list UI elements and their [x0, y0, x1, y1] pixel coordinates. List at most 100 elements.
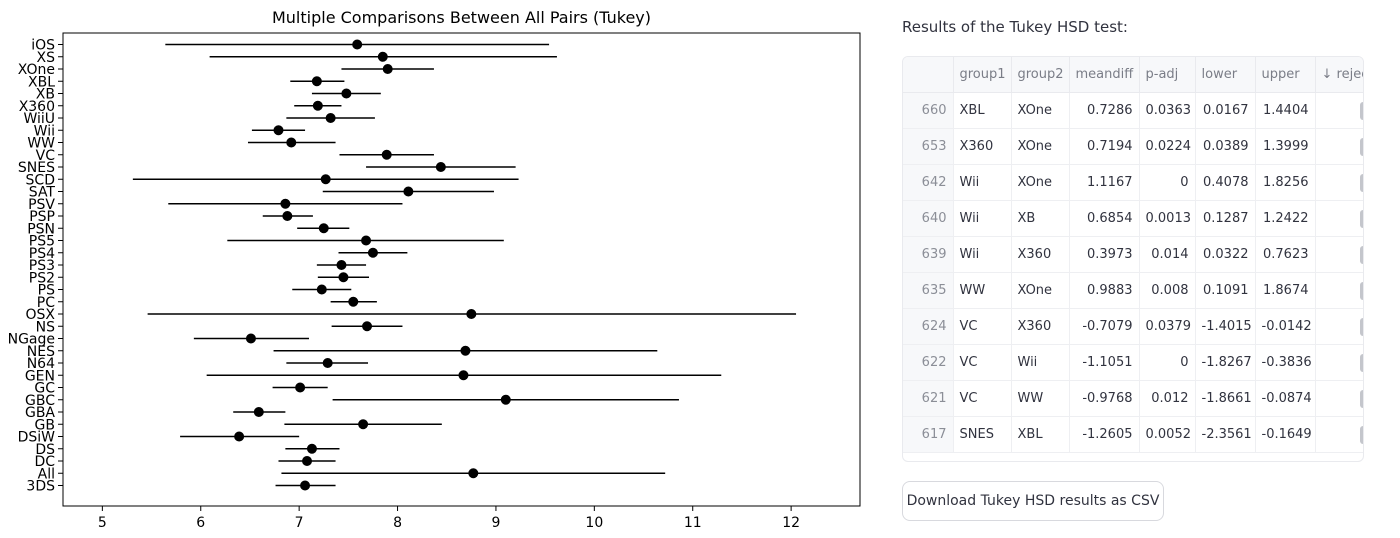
- reject-checkbox-icon[interactable]: ✓: [1360, 209, 1363, 228]
- cell-p-adj[interactable]: 0.014: [1139, 236, 1196, 273]
- cell-group2[interactable]: XOne: [1011, 128, 1070, 165]
- reject-checkbox-icon[interactable]: ✓: [1360, 425, 1363, 444]
- reject-checkbox-icon[interactable]: ✓: [1360, 245, 1363, 264]
- cell-upper[interactable]: -0.0142: [1255, 308, 1316, 345]
- cell-reject[interactable]: ✓: [1315, 128, 1363, 165]
- cell-group1[interactable]: VC: [953, 308, 1012, 345]
- cell-group2[interactable]: XOne: [1011, 272, 1070, 309]
- cell-p-adj[interactable]: 0: [1139, 344, 1196, 381]
- cell-group1[interactable]: X360: [953, 128, 1012, 165]
- cell-group1[interactable]: Wii: [953, 236, 1012, 273]
- row-index[interactable]: 635: [903, 272, 954, 309]
- cell-upper[interactable]: 1.2422: [1255, 200, 1316, 237]
- cell-group1[interactable]: VC: [953, 380, 1012, 417]
- cell-reject[interactable]: ✓: [1315, 164, 1363, 201]
- cell-lower[interactable]: -1.8267: [1195, 344, 1256, 381]
- cell-meandiff[interactable]: 0.3973: [1069, 236, 1140, 273]
- results-table-frame[interactable]: group1 group2 meandiff p-adj lower upper…: [902, 56, 1364, 462]
- col-header-group2[interactable]: group2: [1011, 57, 1070, 93]
- cell-group1[interactable]: VC: [953, 344, 1012, 381]
- cell-upper[interactable]: 1.4404: [1255, 92, 1316, 129]
- cell-lower[interactable]: 0.1287: [1195, 200, 1256, 237]
- cell-upper[interactable]: -0.3836: [1255, 344, 1316, 381]
- cell-group1[interactable]: SNES: [953, 416, 1012, 453]
- cell-lower[interactable]: -1.4015: [1195, 308, 1256, 345]
- cell-meandiff[interactable]: 0.7194: [1069, 128, 1140, 165]
- cell-p-adj[interactable]: 0.0379: [1139, 308, 1196, 345]
- download-csv-button[interactable]: Download Tukey HSD results as CSV: [902, 481, 1164, 521]
- cell-p-adj[interactable]: 0: [1139, 164, 1196, 201]
- cell-upper[interactable]: 1.3999: [1255, 128, 1316, 165]
- row-index[interactable]: 660: [903, 92, 954, 129]
- cell-meandiff[interactable]: -1.2605: [1069, 416, 1140, 453]
- cell-reject[interactable]: ✓: [1315, 416, 1363, 453]
- cell-p-adj[interactable]: 0.012: [1139, 380, 1196, 417]
- col-header-group1[interactable]: group1: [953, 57, 1012, 93]
- reject-checkbox-icon[interactable]: ✓: [1360, 173, 1363, 192]
- cell-group2[interactable]: X360: [1011, 236, 1070, 273]
- row-index[interactable]: 653: [903, 128, 954, 165]
- row-index[interactable]: 624: [903, 308, 954, 345]
- cell-p-adj[interactable]: 0.008: [1139, 272, 1196, 309]
- cell-reject[interactable]: ✓: [1315, 380, 1363, 417]
- cell-lower[interactable]: 0.0167: [1195, 92, 1256, 129]
- cell-meandiff[interactable]: 1.1167: [1069, 164, 1140, 201]
- cell-lower[interactable]: 0.0389: [1195, 128, 1256, 165]
- col-header-lower[interactable]: lower: [1195, 57, 1256, 93]
- cell-lower[interactable]: 0.4078: [1195, 164, 1256, 201]
- cell-meandiff[interactable]: 0.7286: [1069, 92, 1140, 129]
- col-header-reject[interactable]: ↓ reject: [1315, 57, 1363, 93]
- col-header-p-adj[interactable]: p-adj: [1139, 57, 1196, 93]
- cell-upper[interactable]: 0.7623: [1255, 236, 1316, 273]
- cell-group2[interactable]: X360: [1011, 308, 1070, 345]
- cell-upper[interactable]: -0.0874: [1255, 380, 1316, 417]
- cell-reject[interactable]: ✓: [1315, 272, 1363, 309]
- cell-group1[interactable]: WW: [953, 272, 1012, 309]
- cell-lower[interactable]: -2.3561: [1195, 416, 1256, 453]
- row-index[interactable]: 617: [903, 416, 954, 453]
- row-index[interactable]: 621: [903, 380, 954, 417]
- cell-group1[interactable]: Wii: [953, 200, 1012, 237]
- cell-reject[interactable]: ✓: [1315, 92, 1363, 129]
- cell-meandiff[interactable]: 0.9883: [1069, 272, 1140, 309]
- cell-reject[interactable]: ✓: [1315, 236, 1363, 273]
- reject-checkbox-icon[interactable]: ✓: [1360, 353, 1363, 372]
- cell-p-adj[interactable]: 0.0052: [1139, 416, 1196, 453]
- row-index[interactable]: 639: [903, 236, 954, 273]
- cell-meandiff[interactable]: -0.7079: [1069, 308, 1140, 345]
- cell-upper[interactable]: 1.8256: [1255, 164, 1316, 201]
- row-index[interactable]: 622: [903, 344, 954, 381]
- col-header-meandiff[interactable]: meandiff: [1069, 57, 1140, 93]
- cell-meandiff[interactable]: -1.1051: [1069, 344, 1140, 381]
- cell-p-adj[interactable]: 0.0363: [1139, 92, 1196, 129]
- cell-upper[interactable]: -0.1649: [1255, 416, 1316, 453]
- cell-meandiff[interactable]: 0.6854: [1069, 200, 1140, 237]
- reject-checkbox-icon[interactable]: ✓: [1360, 317, 1363, 336]
- reject-checkbox-icon[interactable]: ✓: [1360, 101, 1363, 120]
- cell-group2[interactable]: XOne: [1011, 164, 1070, 201]
- cell-p-adj[interactable]: 0.0224: [1139, 128, 1196, 165]
- cell-lower[interactable]: 0.0322: [1195, 236, 1256, 273]
- cell-upper[interactable]: 1.8674: [1255, 272, 1316, 309]
- cell-reject[interactable]: ✓: [1315, 344, 1363, 381]
- cell-p-adj[interactable]: 0.0013: [1139, 200, 1196, 237]
- cell-group1[interactable]: Wii: [953, 164, 1012, 201]
- cell-meandiff[interactable]: -0.9768: [1069, 380, 1140, 417]
- cell-group2[interactable]: XBL: [1011, 416, 1070, 453]
- cell-reject[interactable]: ✓: [1315, 308, 1363, 345]
- cell-group2[interactable]: XB: [1011, 200, 1070, 237]
- cell-group2[interactable]: Wii: [1011, 344, 1070, 381]
- cell-group1[interactable]: XBL: [953, 92, 1012, 129]
- row-index[interactable]: 640: [903, 200, 954, 237]
- cell-reject[interactable]: ✓: [1315, 200, 1363, 237]
- col-header-upper[interactable]: upper: [1255, 57, 1316, 93]
- cell-group2[interactable]: WW: [1011, 380, 1070, 417]
